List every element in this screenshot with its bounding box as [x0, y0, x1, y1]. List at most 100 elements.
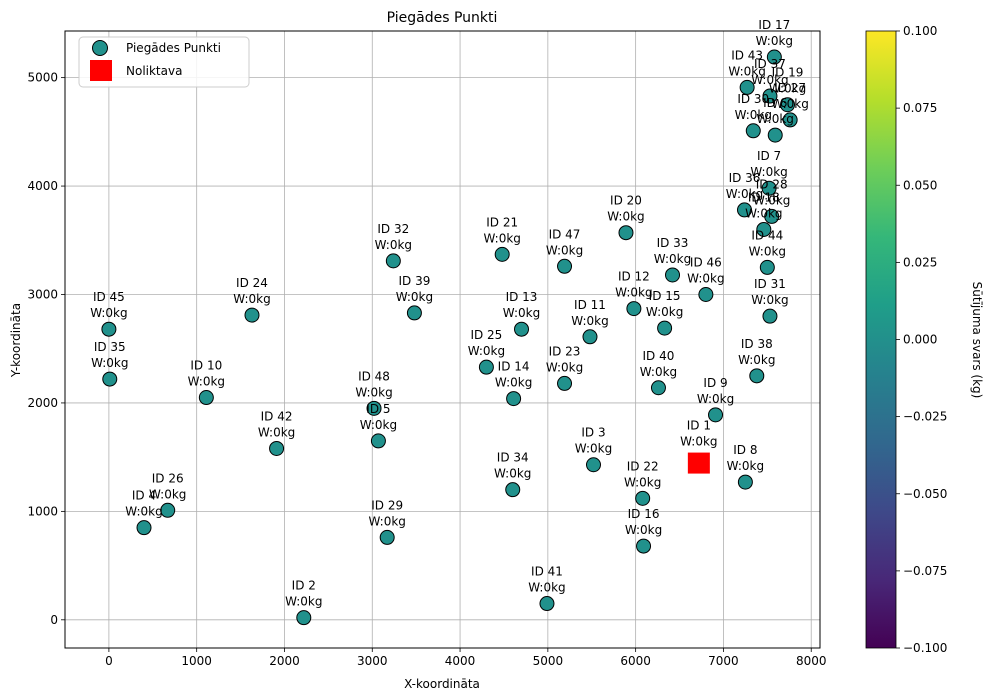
point-weight-label: W:0kg — [575, 442, 612, 456]
legend: Piegādes Punkti Noliktava — [78, 36, 250, 88]
point-id-label: ID 5 — [366, 402, 390, 416]
colorbar-tick-label: 0.025 — [903, 255, 937, 269]
delivery-point — [198, 390, 214, 406]
delivery-point — [737, 202, 752, 218]
delivery-point — [160, 502, 176, 518]
delivery-point — [514, 321, 530, 337]
x-tick-label: 2000 — [269, 654, 300, 668]
point-weight-label: W:0kg — [640, 365, 677, 379]
point-id-label: ID 30 — [737, 92, 769, 106]
y-axis-label: Y-koordināta — [9, 303, 23, 378]
point-weight-label: W:0kg — [750, 165, 787, 179]
colorbar-tick-label: 0.075 — [903, 101, 937, 115]
delivery-point — [136, 520, 152, 536]
y-tick-label: 3000 — [27, 287, 58, 301]
point-weight-label: W:0kg — [726, 187, 763, 201]
point-weight-label: W:0kg — [375, 238, 412, 252]
point-weight-label: W:0kg — [607, 210, 644, 224]
y-tick-label: 5000 — [27, 71, 58, 85]
point-weight-label: W:0kg — [149, 487, 186, 501]
delivery-point — [767, 127, 783, 143]
point-id-label: ID 8 — [733, 443, 757, 457]
colorbar-tick-label: −0.075 — [903, 564, 947, 578]
point-id-label: ID 31 — [754, 277, 786, 291]
point-id-label: ID 18 — [748, 190, 780, 204]
point-id-label: ID 48 — [358, 369, 390, 383]
point-id-label: ID 43 — [731, 48, 763, 62]
point-id-label: ID 10 — [190, 359, 222, 373]
x-tick-label: 0 — [105, 654, 113, 668]
point-id-label: ID 37 — [754, 57, 786, 71]
point-weight-label: W:0kg — [396, 290, 433, 304]
point-weight-label: W:0kg — [646, 305, 683, 319]
delivery-point — [739, 79, 755, 95]
point-weight-label: W:0kg — [125, 505, 162, 519]
point-id-label: ID 25 — [470, 328, 502, 342]
point-weight-label: W:0kg — [495, 376, 532, 390]
point-id-label: ID 28 — [756, 177, 788, 191]
delivery-point — [618, 225, 634, 241]
x-tick-label: 1000 — [181, 654, 212, 668]
colorbar-ticks: −0.100 −0.075 −0.050 −0.025 0.000 0.025 0.050 0… — [896, 24, 947, 655]
point-weight-label: W:0kg — [728, 64, 765, 78]
point-id-label: ID 6 — [763, 96, 787, 110]
point-weight-label: W:0kg — [615, 286, 652, 300]
point-id-label: ID 36 — [729, 171, 761, 185]
delivery-point — [762, 88, 778, 104]
point-id-label: ID 38 — [741, 337, 773, 351]
point-weight-label: W:0kg — [91, 356, 128, 370]
point-id-label: ID 23 — [549, 344, 581, 358]
point-weight-label: W:0kg — [687, 271, 724, 285]
delivery-point — [650, 380, 666, 396]
depot-weight-label: W:0kg — [680, 435, 717, 449]
delivery-point — [506, 391, 522, 407]
delivery-point — [296, 610, 312, 626]
point-id-label: ID 15 — [649, 289, 681, 303]
point-weight-label: W:0kg — [625, 523, 662, 537]
legend-square-marker — [90, 60, 112, 81]
colorbar-label: Sūtījuma svars (kg) — [970, 282, 984, 399]
point-weight-label: W:0kg — [735, 108, 772, 122]
point-id-label: ID 2 — [292, 579, 316, 593]
point-id-label: ID 33 — [657, 236, 689, 250]
depot-marker — [687, 452, 710, 474]
point-id-label: ID 13 — [506, 290, 538, 304]
colorbar-tick-label: −0.025 — [903, 410, 947, 424]
delivery-point — [505, 482, 521, 498]
point-weight-label: W:0kg — [771, 97, 808, 111]
point-weight-label: W:0kg — [494, 467, 531, 481]
delivery-point — [269, 440, 285, 456]
point-weight-label: W:0kg — [624, 475, 661, 489]
colorbar: −0.100 −0.075 −0.050 −0.025 0.000 0.025 0.050 0… — [865, 24, 984, 655]
y-tick-label: 0 — [50, 613, 58, 627]
x-axis-label: X-koordināta — [404, 677, 480, 691]
chart-title: Piegādes Punkti — [387, 10, 498, 26]
point-id-label: ID 46 — [690, 255, 722, 269]
delivery-point — [626, 301, 642, 317]
point-id-label: ID 9 — [703, 376, 727, 390]
legend-label-points: Piegādes Punkti — [126, 41, 221, 55]
delivery-point — [557, 375, 573, 391]
point-id-label: ID 41 — [531, 565, 563, 579]
delivery-point — [370, 433, 386, 449]
point-id-label: ID 39 — [398, 274, 430, 288]
point-id-label: ID 45 — [93, 290, 125, 304]
delivery-point — [657, 320, 673, 336]
point-weight-label: W:0kg — [355, 385, 392, 399]
point-weight-label: W:0kg — [753, 193, 790, 207]
point-id-label: ID 22 — [627, 459, 659, 473]
legend-box — [78, 36, 250, 88]
delivery-point — [366, 400, 382, 416]
delivery-point — [737, 474, 753, 490]
delivery-point — [406, 305, 422, 321]
point-id-label: ID 14 — [498, 360, 530, 374]
point-id-label: ID 3 — [581, 426, 605, 440]
point-id-label: ID 27 — [774, 81, 806, 95]
y-tick-label: 2000 — [27, 396, 58, 410]
point-id-label: ID 21 — [486, 215, 518, 229]
x-tick-label: 4000 — [445, 654, 476, 668]
delivery-point — [586, 457, 601, 473]
x-tick-label: 3000 — [357, 654, 388, 668]
point-weight-label: W:0kg — [749, 244, 786, 258]
point-id-label: ID 4 — [132, 489, 156, 503]
